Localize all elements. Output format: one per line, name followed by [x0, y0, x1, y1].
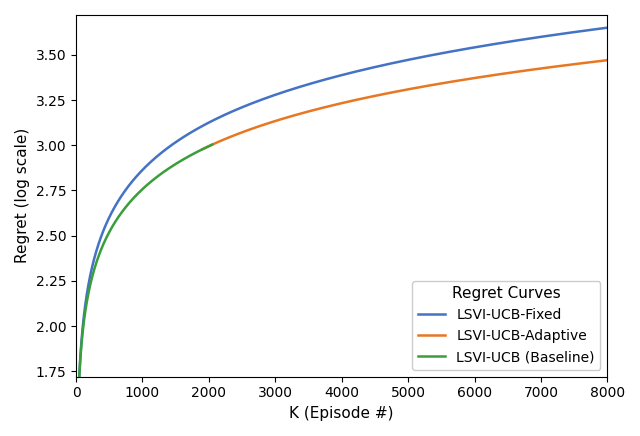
LSVI-UCB-Adaptive: [246, 127, 254, 132]
LSVI-UCB-Adaptive: [371, 93, 378, 99]
LSVI-UCB-Adaptive: [604, 58, 611, 63]
LSVI-UCB-Fixed: [299, 83, 307, 89]
LSVI-UCB-Fixed: [164, 145, 172, 150]
LSVI-UCB (Baseline): [209, 142, 216, 147]
LSVI-UCB-Fixed: [536, 34, 543, 40]
LSVI-UCB-Adaptive: [379, 92, 387, 97]
LSVI-UCB (Baseline): [175, 159, 183, 164]
Line: LSVI-UCB-Adaptive: LSVI-UCB-Adaptive: [202, 60, 607, 150]
LSVI-UCB-Fixed: [604, 25, 611, 31]
LSVI-UCB-Adaptive: [429, 82, 436, 88]
Y-axis label: Regret (log scale): Regret (log scale): [15, 128, 30, 263]
LSVI-UCB-Adaptive: [386, 90, 394, 95]
LSVI-UCB (Baseline): [151, 176, 159, 181]
LSVI-UCB-Fixed: [276, 91, 284, 96]
Line: LSVI-UCB (Baseline): LSVI-UCB (Baseline): [76, 145, 212, 436]
LSVI-UCB-Adaptive: [230, 133, 237, 138]
LSVI-UCB-Fixed: [593, 27, 601, 32]
LSVI-UCB-Adaptive: [198, 147, 206, 152]
LSVI-UCB (Baseline): [155, 173, 163, 178]
LSVI-UCB-Fixed: [133, 174, 141, 179]
X-axis label: K (Episode #): K (Episode #): [289, 406, 394, 421]
Legend: LSVI-UCB-Fixed, LSVI-UCB-Adaptive, LSVI-UCB (Baseline): LSVI-UCB-Fixed, LSVI-UCB-Adaptive, LSVI-…: [412, 281, 600, 370]
LSVI-UCB (Baseline): [159, 170, 166, 175]
Line: LSVI-UCB-Fixed: LSVI-UCB-Fixed: [76, 28, 607, 436]
LSVI-UCB (Baseline): [189, 151, 197, 157]
LSVI-UCB (Baseline): [81, 314, 88, 320]
